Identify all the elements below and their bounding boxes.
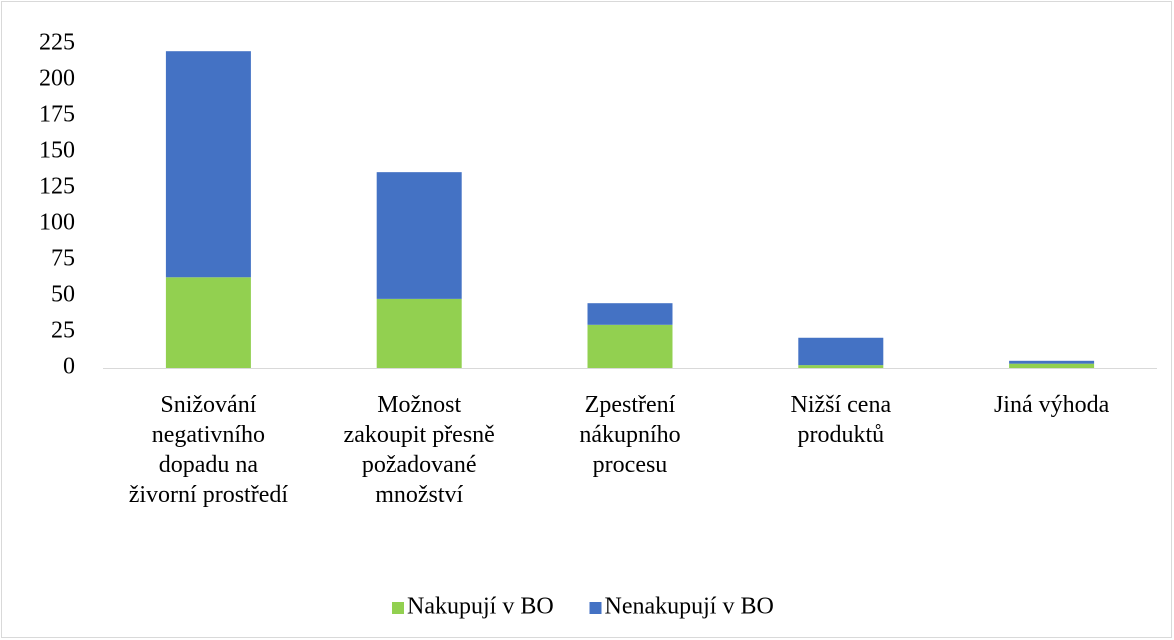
bar-segment xyxy=(798,365,884,368)
x-tick-label: Snižování negativního dopadu na živorní … xyxy=(128,392,289,508)
bar-segment xyxy=(376,298,462,368)
bar-segment xyxy=(1009,360,1095,364)
y-tick-label: 50 xyxy=(51,282,75,308)
legend-swatch xyxy=(589,602,602,614)
y-tick-label: 200 xyxy=(39,66,75,92)
bar-segment xyxy=(165,51,251,278)
bar-segment xyxy=(165,277,251,368)
legend-swatch xyxy=(392,602,404,614)
y-tick-label: 100 xyxy=(39,210,75,236)
legend-label: Nakupují v BO xyxy=(407,594,554,620)
y-tick-label: 0 xyxy=(63,354,75,380)
bar-segment xyxy=(376,172,462,299)
bar-segment xyxy=(587,324,673,368)
legend-label: Nenakupují v BO xyxy=(605,594,774,620)
bar-segment xyxy=(798,337,884,366)
y-tick-label: 225 xyxy=(39,30,75,56)
bar-segment xyxy=(1009,363,1095,368)
x-tick-label: Zpestření nákupního procesu xyxy=(579,392,681,478)
y-tick-label: 25 xyxy=(51,318,75,344)
y-tick-label: 175 xyxy=(39,102,75,128)
x-tick-label: Nižší cena produktů xyxy=(790,392,892,448)
x-tick-label: Jiná výhoda xyxy=(993,392,1110,418)
y-tick-label: 150 xyxy=(39,138,75,164)
y-tick-label: 125 xyxy=(39,174,75,200)
bar-segment xyxy=(587,303,673,325)
y-tick-label: 75 xyxy=(51,246,75,272)
x-tick-label: Možnost zakoupit přesně požadované množs… xyxy=(343,392,495,508)
